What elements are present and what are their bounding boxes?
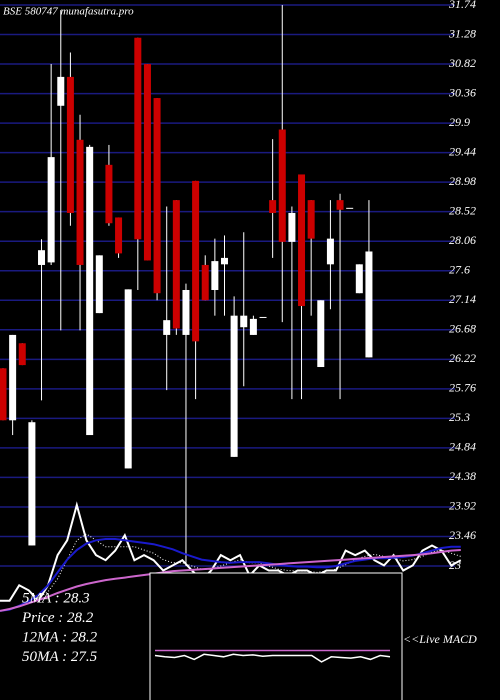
candle-body — [182, 289, 190, 335]
y-tick-label: 28.98 — [449, 174, 476, 188]
y-tick-label: 28.52 — [449, 203, 476, 217]
candle-body — [0, 368, 7, 421]
candle-body — [336, 200, 344, 210]
y-tick-label: 23.92 — [449, 499, 476, 513]
candle-body — [192, 180, 200, 342]
candle-body — [230, 315, 238, 457]
candle-body — [346, 207, 354, 209]
legend-entry: Price : 28.2 — [21, 610, 94, 626]
y-tick-label: 23.46 — [449, 528, 476, 542]
candle-body — [307, 200, 315, 239]
y-tick-label: 30.36 — [448, 85, 476, 99]
macd-line — [154, 653, 391, 663]
macd-label: <<Live MACD — [403, 632, 477, 646]
y-tick-label: 31.74 — [448, 0, 476, 11]
indicator-line — [0, 501, 462, 603]
y-tick-label: 29.9 — [449, 115, 470, 129]
candle-body — [95, 255, 103, 314]
candle-body — [211, 261, 219, 290]
candle-body — [9, 334, 17, 421]
candle-body — [201, 264, 209, 301]
candle-body — [38, 250, 46, 265]
candle-body — [163, 320, 171, 335]
candle-body — [86, 146, 94, 436]
candle-body — [355, 264, 363, 294]
candle-body — [240, 315, 248, 328]
candle-body — [326, 238, 334, 265]
candle-body — [134, 37, 142, 240]
candle-body — [66, 76, 74, 213]
y-tick-label: 25.3 — [449, 410, 470, 424]
candle-body — [76, 139, 84, 265]
candle-body — [269, 200, 277, 213]
y-tick-label: 24.84 — [449, 440, 476, 454]
y-tick-label: 30.82 — [448, 56, 476, 70]
candle-body — [365, 251, 373, 358]
candle-body — [259, 316, 267, 318]
y-tick-label: 24.38 — [449, 469, 476, 483]
candle-body — [172, 200, 180, 329]
candle-body — [249, 318, 257, 335]
candle-body — [47, 157, 55, 263]
legend-entry: 50MA : 27.5 — [22, 649, 98, 665]
y-tick-label: 31.28 — [448, 26, 476, 40]
y-tick-label: 26.68 — [449, 322, 476, 336]
indicator-line — [0, 538, 461, 612]
y-tick-label: 27.6 — [449, 262, 470, 276]
candle-body — [57, 76, 65, 106]
candle-body — [105, 164, 113, 224]
candle-body — [288, 212, 296, 242]
legend-entry: 5MA : 28.3 — [22, 590, 90, 606]
macd-panel — [149, 572, 403, 700]
candle-body — [115, 217, 123, 254]
candle-body — [220, 257, 228, 265]
candle-body — [298, 174, 306, 307]
candle-body — [124, 289, 132, 469]
candle-body — [317, 300, 325, 368]
candle-body — [143, 64, 151, 261]
indicator-line — [0, 549, 461, 612]
candle-body — [18, 343, 26, 366]
chart-title: BSE 580747 munafasutra.pro — [3, 6, 134, 18]
candle-body — [278, 129, 286, 242]
y-tick-label: 28.06 — [449, 233, 476, 247]
candle-body — [28, 422, 36, 546]
candle-body — [153, 98, 161, 294]
legend-entry: 12MA : 28.2 — [22, 629, 98, 645]
y-tick-label: 29.44 — [449, 144, 476, 158]
y-tick-label: 27.14 — [449, 292, 476, 306]
y-tick-label: 25.76 — [449, 381, 476, 395]
y-tick-label: 26.22 — [449, 351, 476, 365]
